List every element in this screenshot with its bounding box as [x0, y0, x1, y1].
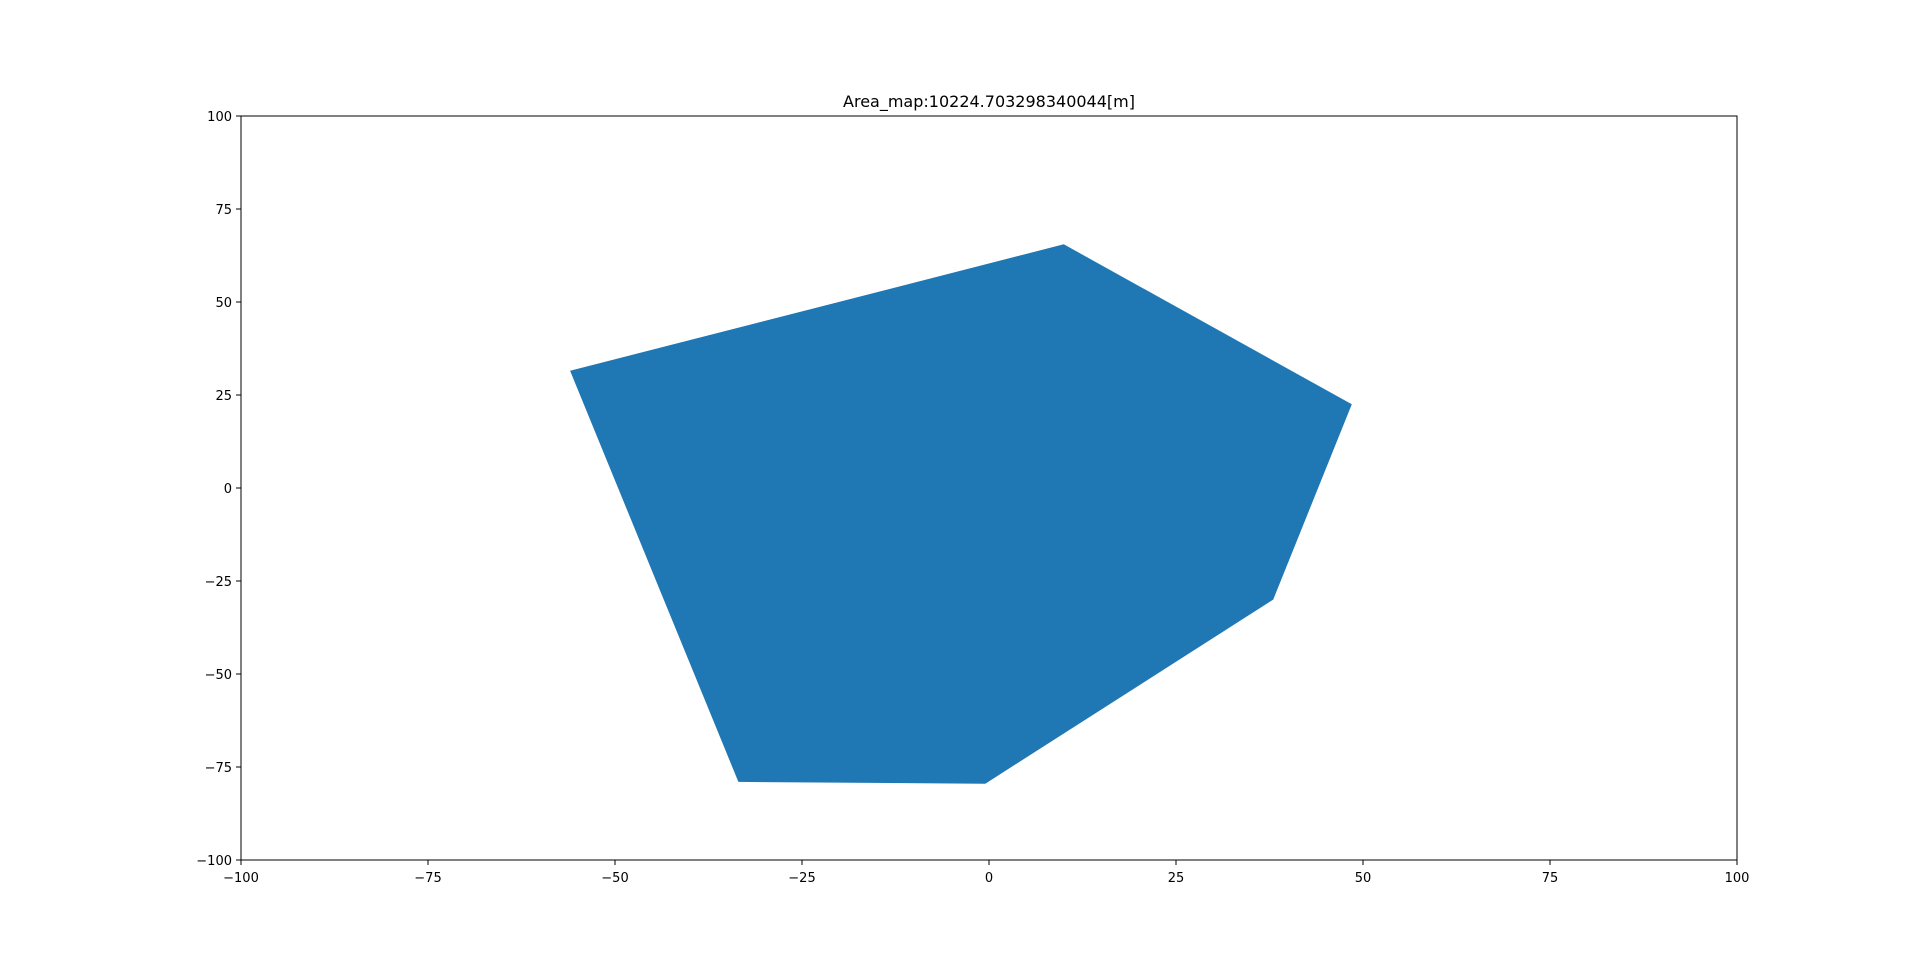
area-polygon: [570, 244, 1352, 784]
x-tick-label: −50: [601, 871, 628, 886]
x-tick-label: 25: [1168, 871, 1185, 886]
y-tick-label: 0: [224, 482, 232, 497]
y-tick-label: 75: [215, 203, 232, 218]
x-tick-label: −75: [414, 871, 441, 886]
y-tick-label: 50: [215, 296, 232, 311]
y-axis: −100 −75 −50 −25 0 25 50 75 100: [196, 110, 241, 869]
x-tick-label: 50: [1355, 871, 1372, 886]
chart-title: Area_map:10224.703298340044[m]: [843, 92, 1135, 112]
y-tick-label: −25: [205, 575, 232, 590]
x-tick-label: −25: [788, 871, 815, 886]
y-tick-label: −75: [205, 761, 232, 776]
x-tick-label: 100: [1725, 871, 1750, 886]
y-tick-label: 100: [207, 110, 232, 125]
x-axis: −100 −75 −50 −25 0 25 50 75 100: [223, 860, 1749, 886]
y-tick-label: −50: [205, 668, 232, 683]
y-tick-label: −100: [196, 854, 232, 869]
x-tick-label: 75: [1542, 871, 1559, 886]
data-layer: [570, 244, 1352, 784]
x-tick-label: −100: [223, 871, 259, 886]
x-tick-label: 0: [985, 871, 993, 886]
y-tick-label: 25: [215, 389, 232, 404]
